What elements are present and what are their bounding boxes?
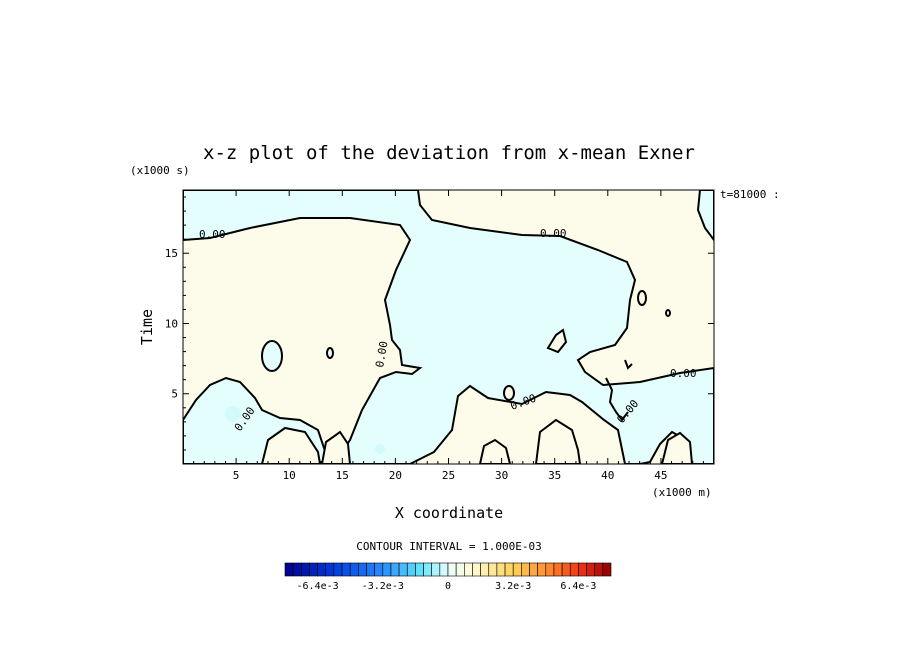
- colorbar-cell: [431, 562, 441, 577]
- negative-region-central: [183, 190, 714, 464]
- colorbar-tick-label: 6.4e-3: [560, 581, 596, 592]
- contour-fragment-1: [546, 328, 568, 354]
- colorbar-cell: [300, 562, 310, 577]
- colorbar-cell: [537, 562, 547, 577]
- contour-loop-2: [326, 347, 334, 359]
- x-tick-label: 45: [654, 469, 667, 482]
- colorbar-cell: [292, 562, 302, 577]
- x-tick-label: 40: [601, 469, 614, 482]
- x-axis: 5 10 15 20 25 30 35 40 45: [193, 190, 704, 482]
- positive-bump-4: [534, 418, 582, 464]
- y-unit-label: (x1000 s): [130, 164, 190, 177]
- colorbar-cell: [602, 562, 612, 577]
- colorbar-cell: [406, 562, 416, 577]
- contour-fragment-3: [624, 359, 633, 370]
- colorbar: [284, 562, 612, 577]
- x-tick-label: 25: [442, 469, 455, 482]
- positive-bump-1: [260, 426, 322, 464]
- y-tick-label: 10: [165, 317, 178, 330]
- x-tick-label: 20: [389, 469, 402, 482]
- y-tick-label: 5: [171, 388, 178, 401]
- y-tick-label: 15: [165, 247, 178, 260]
- colorbar-cell: [284, 562, 294, 577]
- positive-bump-2: [320, 430, 352, 464]
- colorbar-cell: [545, 562, 555, 577]
- contour-interval-text: CONTOUR INTERVAL = 1.000E-03: [356, 540, 541, 553]
- y-axis: 5 10 15: [165, 196, 714, 451]
- contour-label-top-right: 0.00: [540, 227, 567, 240]
- colorbar-cell: [521, 562, 530, 577]
- contour-loop-4: [637, 290, 647, 306]
- colorbar-cell: [594, 562, 604, 577]
- colorbar-tick-label: 0: [445, 581, 451, 592]
- colorbar-cell: [569, 562, 579, 577]
- colorbar-cell: [398, 562, 408, 577]
- x-tick-label: 15: [336, 469, 349, 482]
- colorbar-cell: [578, 562, 587, 577]
- x-tick-label: 30: [495, 469, 508, 482]
- contour-fragment-2: [605, 377, 629, 422]
- contour-label-top-left: 0.00: [199, 228, 226, 241]
- colorbar-cell: [463, 562, 473, 577]
- negative-patch-bottom-left: [225, 406, 241, 422]
- colorbar-cell: [390, 562, 400, 577]
- colorbar-cell: [439, 562, 449, 577]
- x-tick-label: 35: [548, 469, 561, 482]
- contour-loop-5: [665, 309, 671, 317]
- chart-title: x-z plot of the deviation from x-mean Ex…: [203, 142, 695, 164]
- colorbar-cell: [512, 562, 522, 577]
- colorbar-tick-label: 3.2e-3: [495, 581, 531, 592]
- colorbar-cell: [325, 562, 335, 577]
- x-unit-label: (x1000 m): [652, 486, 712, 499]
- contour-loop-1: [261, 340, 283, 372]
- colorbar-cell: [496, 562, 506, 577]
- plot-area: 0.00 0.00 0.00 0.00 0.00 0.00 0.00: [182, 189, 715, 465]
- positive-bump-5: [660, 431, 694, 464]
- colorbar-ticks: -6.4e-3 -3.2e-3 0 3.2e-3 6.4e-3: [297, 581, 597, 592]
- negative-region-top-right: [696, 190, 714, 242]
- colorbar-cell: [341, 562, 351, 577]
- colorbar-cell: [333, 562, 343, 577]
- negative-patch-bottom-center: [375, 444, 385, 454]
- colorbar-cell: [382, 562, 392, 577]
- colorbar-tick-label: -6.4e-3: [297, 581, 339, 592]
- time-stamp: t=81000 :: [720, 188, 780, 201]
- positive-bump-3: [478, 438, 512, 464]
- colorbar-cell: [349, 562, 359, 577]
- colorbar-cell: [488, 562, 498, 577]
- colorbar-cell: [561, 562, 571, 577]
- contour-label-center: 0.00: [373, 340, 390, 368]
- colorbar-cell: [480, 562, 490, 577]
- colorbar-cell: [415, 562, 424, 577]
- colorbar-cell: [374, 562, 384, 577]
- colorbar-cell: [317, 562, 327, 577]
- colorbar-cell: [447, 562, 457, 577]
- colorbar-cell: [455, 562, 465, 577]
- colorbar-cell: [553, 562, 563, 577]
- x-axis-label: X coordinate: [395, 504, 503, 522]
- colorbar-cell: [358, 562, 367, 577]
- colorbar-tick-label: -3.2e-3: [362, 581, 404, 592]
- x-tick-label: 10: [283, 469, 296, 482]
- colorbar-cell: [309, 562, 318, 577]
- colorbar-cell: [366, 562, 375, 577]
- y-axis-label: Time: [138, 309, 156, 345]
- colorbar-cell: [586, 562, 595, 577]
- colorbar-cell: [423, 562, 432, 577]
- contour-loop-3: [503, 385, 515, 401]
- colorbar-cell: [472, 562, 481, 577]
- colorbar-cell: [504, 562, 514, 577]
- colorbar-cell: [529, 562, 538, 577]
- x-tick-label: 5: [233, 469, 240, 482]
- contour-label-right: 0.00: [670, 367, 697, 380]
